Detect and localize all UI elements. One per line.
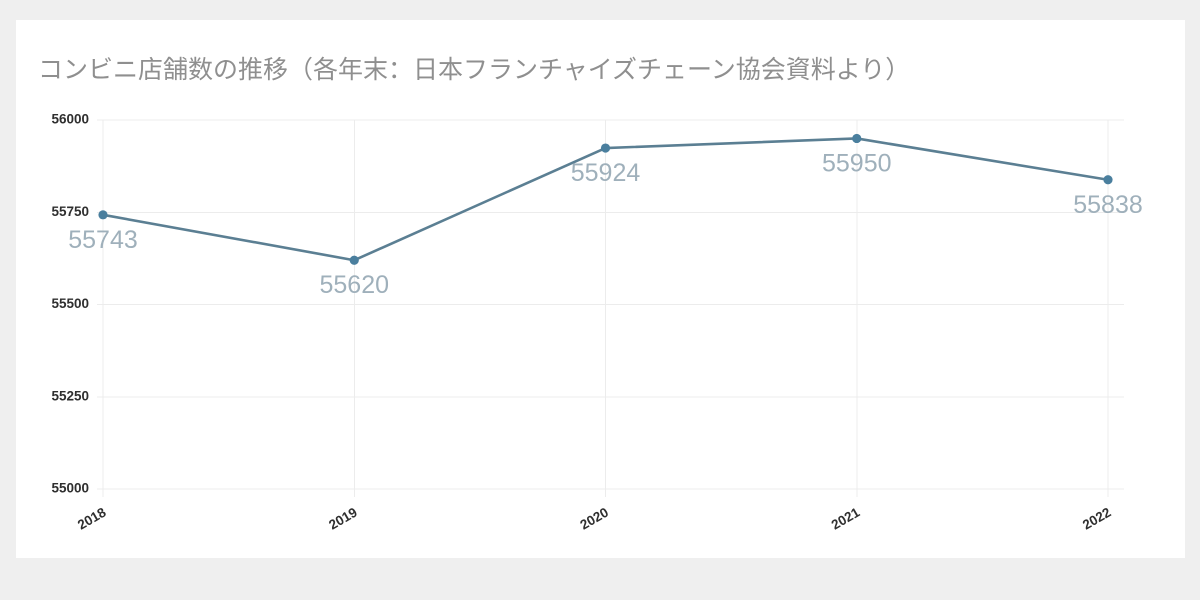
data-point-markers [98,133,1113,265]
data-point-marker[interactable] [98,210,108,220]
x-axis-tick-label: 2022 [1080,505,1114,533]
y-axis-tick-label: 55500 [51,296,89,311]
data-point-marker[interactable] [349,255,359,265]
y-axis-tick-label: 55750 [51,204,89,219]
x-axis-tick-label: 2018 [75,504,109,532]
horizontal-gridlines [97,119,1124,490]
chart-plot-area: 55000 55250 55500 55750 56000 2018 2019 2020 20… [16,20,1185,558]
x-axis-tick-label: 2021 [829,504,863,532]
y-axis-tick-label: 55250 [51,388,89,403]
data-point-marker[interactable] [852,133,862,144]
data-point-label: 55838 [1073,191,1143,219]
y-axis-tick-label: 56000 [51,112,89,127]
x-axis-tick-label: 2020 [577,505,611,533]
y-axis-tick-label: 55000 [51,481,89,496]
data-point-label: 55620 [319,271,389,299]
chart-card: コンビニ店舗数の推移（各年末：日本フランチャイズチェーン協会資料より） 5500… [16,20,1185,558]
data-point-label: 55924 [571,159,641,187]
data-point-label: 55743 [68,226,138,254]
x-axis-tick-labels: 2018 2019 2020 2021 2022 [75,504,1114,532]
data-point-marker[interactable] [600,143,611,153]
data-point-label: 55950 [822,149,892,177]
data-point-labels: 55743 55620 55924 55950 55838 [68,149,1143,299]
x-axis-tick-label: 2019 [326,505,360,533]
chart-title: コンビニ店舗数の推移（各年末：日本フランチャイズチェーン協会資料より） [38,56,911,84]
data-point-marker[interactable] [1103,175,1113,185]
y-axis-tick-labels: 55000 55250 55500 55750 56000 [51,112,89,496]
